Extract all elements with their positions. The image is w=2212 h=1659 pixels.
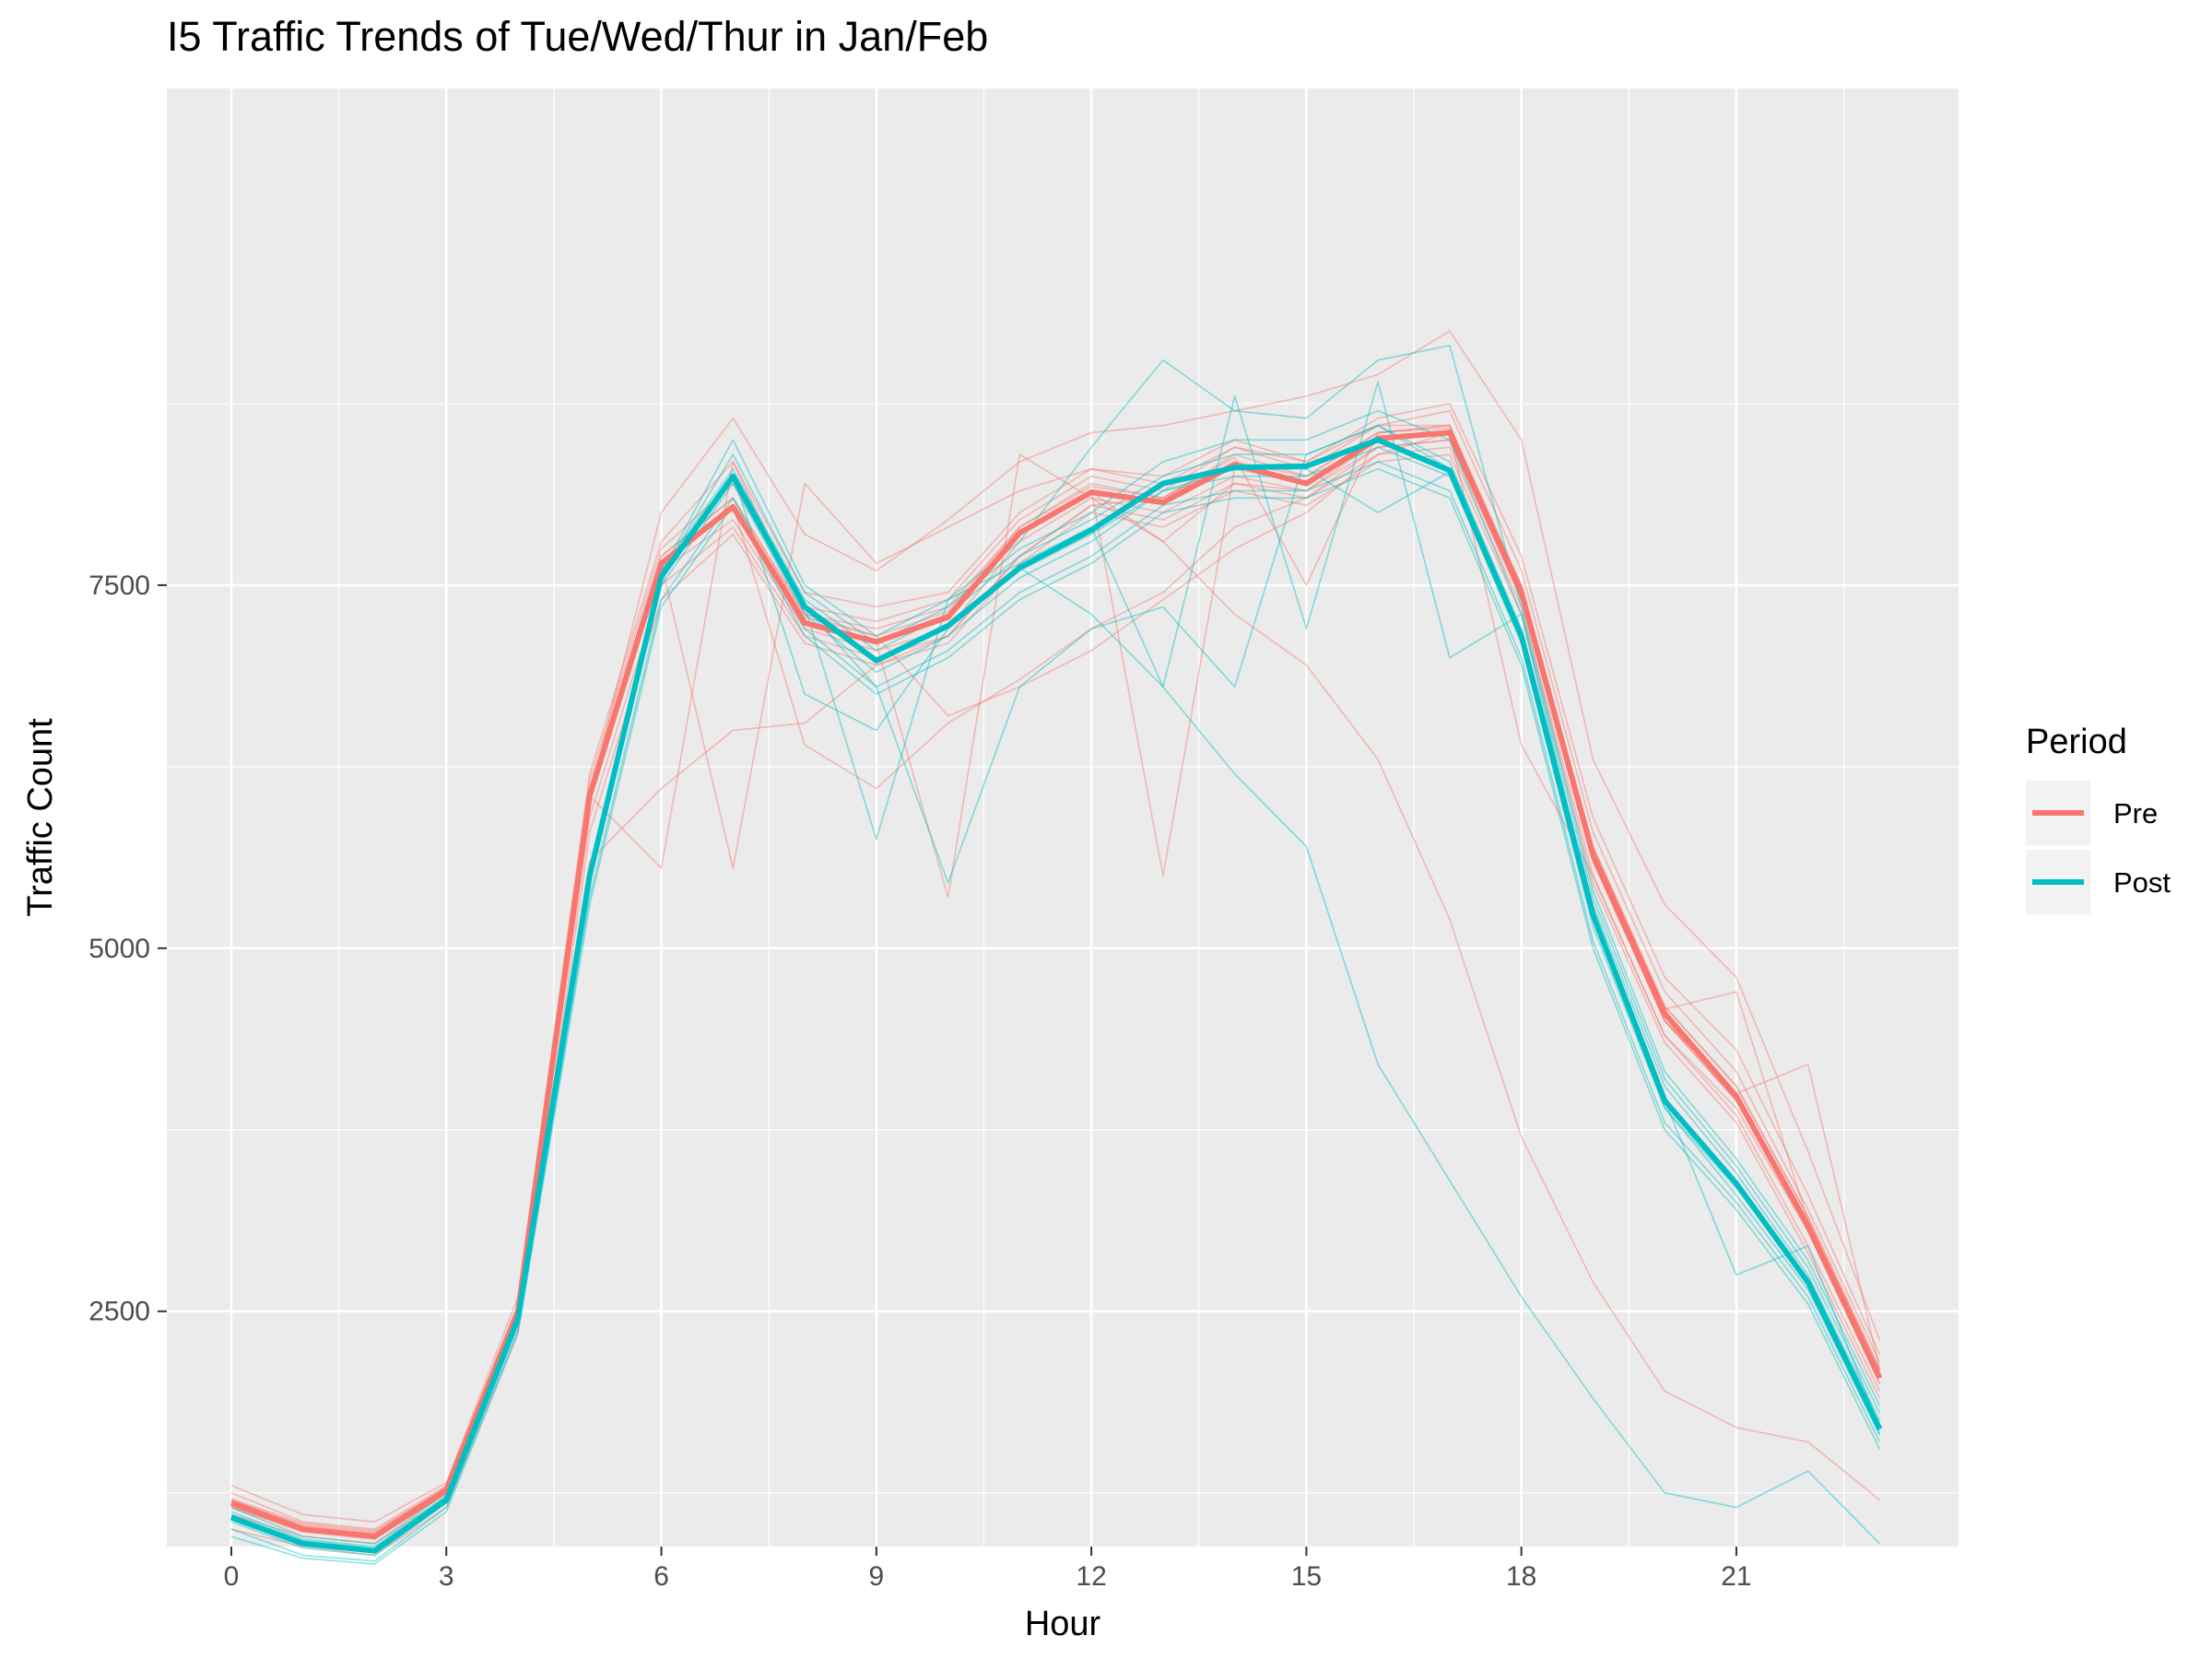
legend-label-pre: Pre: [2113, 797, 2158, 830]
x-tick-labels: 0 3 6 9 12 15 18 21: [224, 1561, 1752, 1592]
day-line-post: [230, 468, 1881, 1565]
mean-lines: [229, 429, 1883, 1554]
x-tick-label: 6: [653, 1561, 669, 1592]
y-tick-label: 2500: [88, 1297, 150, 1327]
x-tick-label: 18: [1506, 1561, 1536, 1592]
x-tick-label: 15: [1291, 1561, 1322, 1592]
chart-title: I5 Traffic Trends of Tue/Wed/Thur in Jan…: [167, 13, 989, 60]
y-tick-label: 7500: [88, 571, 150, 601]
series-line-post: [229, 437, 1883, 1554]
y-tick-label: 5000: [88, 934, 150, 964]
series-line-pre: [229, 429, 1883, 1539]
x-tick-label: 21: [1721, 1561, 1751, 1592]
plot-panel: [167, 88, 1959, 1547]
x-axis-title: Hour: [1025, 1605, 1101, 1643]
y-axis-title: Traffic Count: [21, 718, 60, 917]
x-tick-label: 9: [868, 1561, 884, 1592]
x-tick-label: 3: [439, 1561, 454, 1592]
legend: Period Pre Post: [2026, 723, 2171, 914]
major-gridlines: [167, 88, 1959, 1547]
legend-title: Period: [2026, 723, 2127, 761]
axis-ticks: [158, 583, 1737, 1556]
day-line-pre: [230, 403, 1881, 1523]
x-tick-label: 12: [1076, 1561, 1106, 1592]
y-tick-labels: 2500 5000 7500: [88, 571, 150, 1327]
legend-label-post: Post: [2113, 866, 2171, 899]
x-tick-label: 0: [224, 1561, 240, 1592]
day-line-post: [230, 461, 1881, 1562]
day-line-pre: [230, 453, 1881, 1557]
minor-gridlines: [123, 88, 1959, 1547]
